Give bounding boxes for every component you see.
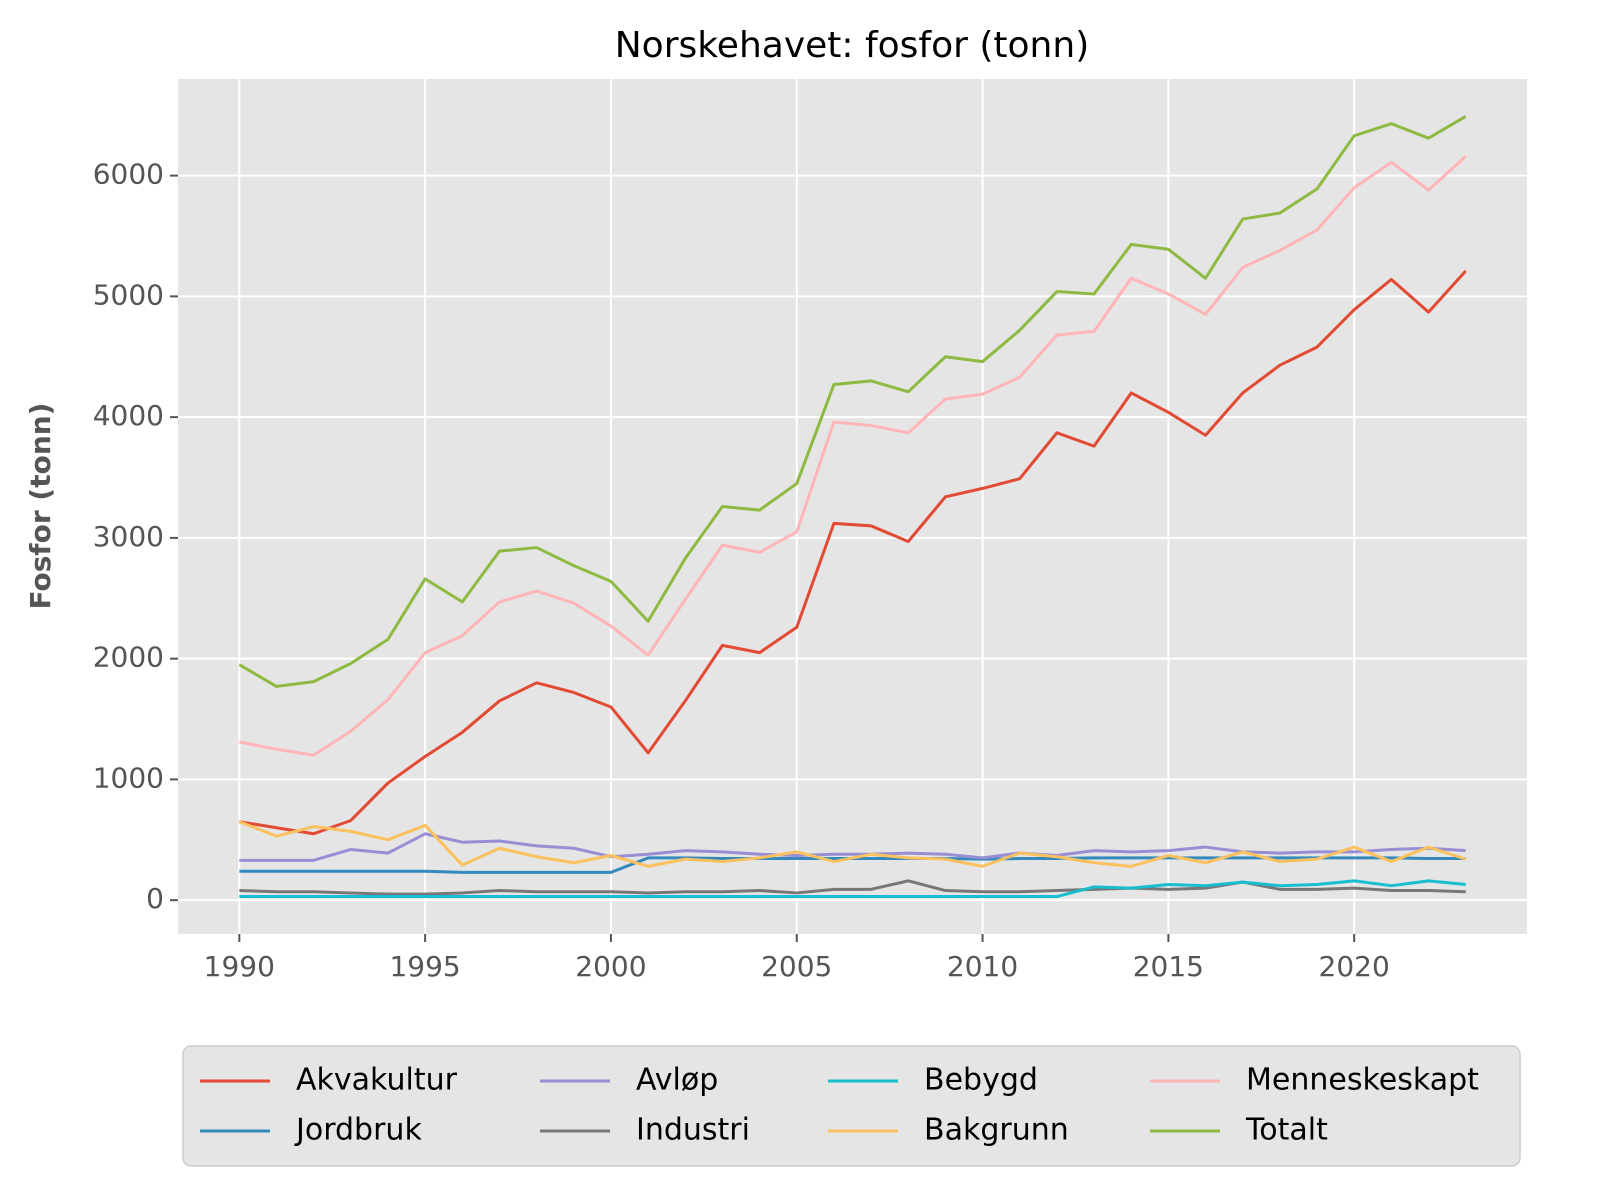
series-line bbox=[239, 270, 1467, 836]
y-tick-label: 1000 bbox=[93, 761, 164, 794]
legend-label: Bebygd bbox=[924, 1063, 1038, 1098]
plot-area bbox=[178, 79, 1527, 934]
x-tick-label: 2010 bbox=[947, 950, 1018, 983]
y-tick-label: 5000 bbox=[93, 278, 164, 311]
y-tick-label: 2000 bbox=[93, 641, 164, 674]
legend-label: Industri bbox=[636, 1113, 750, 1148]
x-tick-label: 2015 bbox=[1133, 950, 1204, 983]
legend-label: Akvakultur bbox=[296, 1063, 458, 1098]
series-line bbox=[238, 115, 1467, 688]
legend-label: Bakgrunn bbox=[924, 1113, 1069, 1148]
series-line bbox=[239, 155, 1467, 757]
series-line bbox=[239, 879, 1466, 896]
y-tick-label: 4000 bbox=[93, 399, 164, 432]
y-tick-label: 3000 bbox=[93, 520, 164, 553]
legend-label: Menneskeskapt bbox=[1246, 1063, 1479, 1098]
y-tick-label: 6000 bbox=[93, 158, 164, 191]
y-tick-label: 0 bbox=[146, 882, 164, 915]
x-tick-label: 2005 bbox=[761, 950, 832, 983]
legend-label: Avløp bbox=[636, 1063, 718, 1098]
series-line bbox=[239, 879, 1466, 899]
series-line bbox=[239, 832, 1466, 862]
legend-label: Jordbruk bbox=[294, 1113, 422, 1148]
y-axis-label: Fosfor (tonn) bbox=[24, 403, 57, 610]
legend-box bbox=[182, 1045, 1521, 1167]
x-tick-label: 2000 bbox=[575, 950, 646, 983]
legend-label: Totalt bbox=[1245, 1113, 1328, 1148]
x-tick-label: 2020 bbox=[1319, 950, 1390, 983]
series-line bbox=[238, 820, 1467, 868]
chart-title: Norskehavet: fosfor (tonn) bbox=[615, 25, 1090, 66]
x-tick-label: 1995 bbox=[389, 950, 460, 983]
x-tick-label: 1990 bbox=[204, 950, 275, 983]
